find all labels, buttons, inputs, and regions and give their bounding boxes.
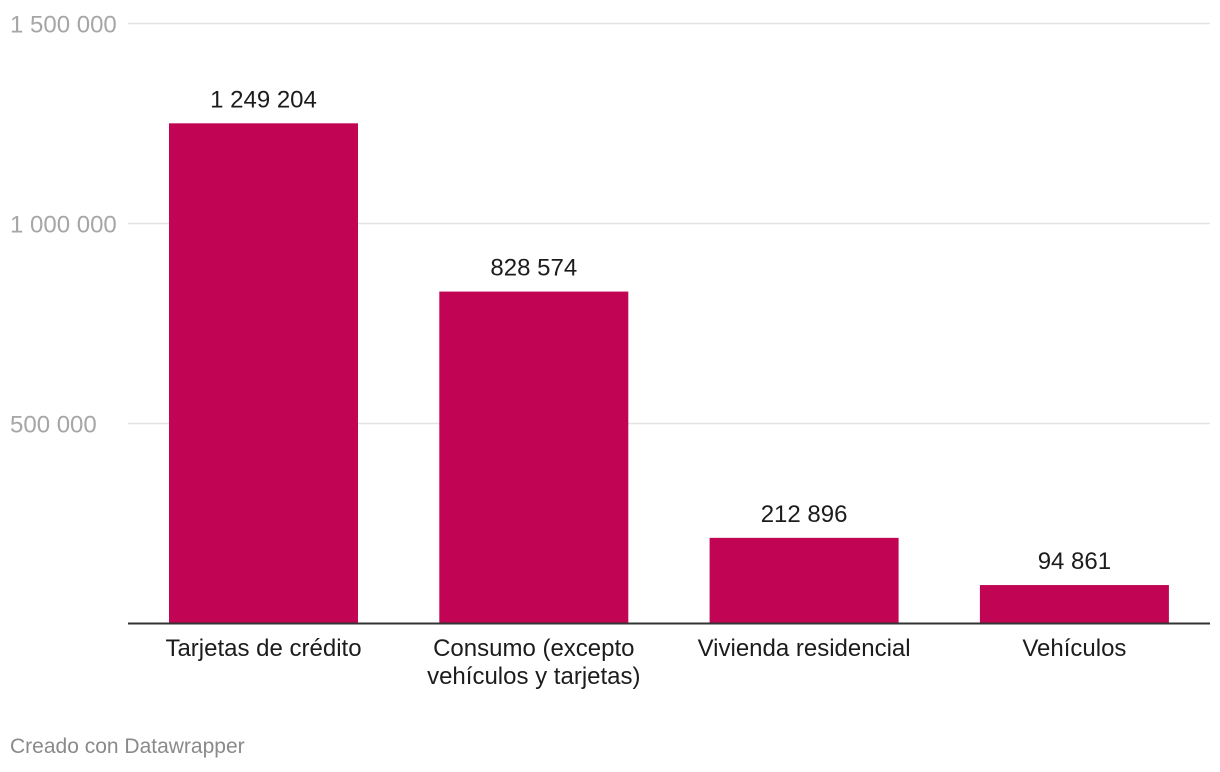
y-tick-label: 500 000 xyxy=(10,412,97,439)
bar-value-label: 212 896 xyxy=(761,501,848,528)
x-tick-label: Vehículos xyxy=(1022,635,1126,662)
x-tick-label: Consumo (excepto xyxy=(433,635,634,662)
bar[interactable] xyxy=(709,537,899,623)
y-axis-tick-labels: 500 000 1 000 000 1 500 000 xyxy=(10,12,117,439)
x-tick-label: vehículos y tarjetas) xyxy=(427,663,640,690)
x-tick-label: Tarjetas de crédito xyxy=(165,635,361,662)
bar[interactable] xyxy=(979,585,1169,623)
y-tick-label: 1 500 000 xyxy=(10,12,117,39)
datawrapper-credit[interactable]: Creado con Datawrapper xyxy=(10,735,245,758)
bar[interactable] xyxy=(169,123,358,624)
value-labels: 1 249 204 828 574 212 896 94 861 xyxy=(210,86,1111,575)
x-tick-label: Vivienda residencial xyxy=(698,635,911,662)
bar-value-label: 828 574 xyxy=(490,255,577,282)
bar-value-label: 94 861 xyxy=(1038,548,1111,575)
bar-value-label: 1 249 204 xyxy=(210,86,317,113)
bar[interactable] xyxy=(439,291,629,623)
x-axis-category-labels: Tarjetas de crédito Consumo (exceptovehíc… xyxy=(165,635,1126,690)
y-tick-label: 1 000 000 xyxy=(10,212,117,239)
bars xyxy=(169,123,1169,624)
